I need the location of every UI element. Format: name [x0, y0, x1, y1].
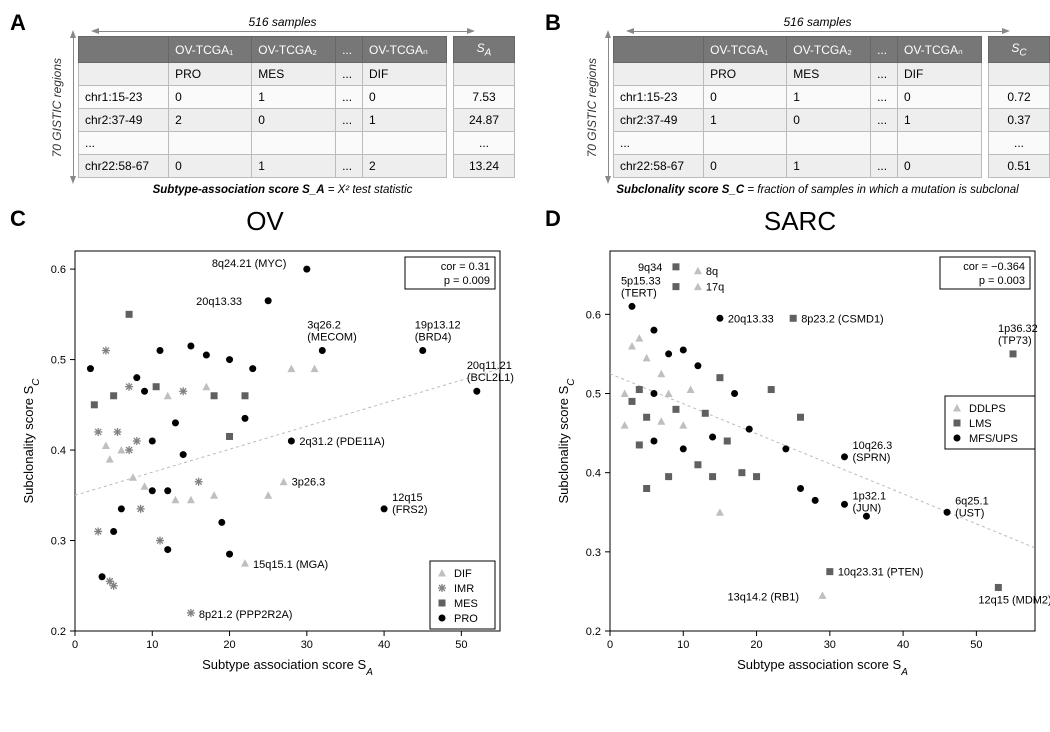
- svg-text:(TP73): (TP73): [998, 335, 1032, 347]
- svg-text:Subtype association score SA: Subtype association score SA: [202, 657, 373, 678]
- caption-a: Subtype-association score S_A = X² test …: [50, 184, 515, 196]
- svg-text:LMS: LMS: [969, 418, 992, 430]
- svg-text:(FRS2): (FRS2): [392, 504, 427, 516]
- panel-c: C OV 0 10 20 30 40 50 0.2 0.3 0.4 0.5 0.6 Subtype a…: [10, 206, 515, 681]
- svg-text:cor = −0.364: cor = −0.364: [963, 261, 1025, 273]
- svg-text:50: 50: [970, 639, 982, 651]
- svg-text:Subclonality score SC: Subclonality score SC: [556, 378, 577, 504]
- v-arrow-icon: [73, 36, 74, 178]
- table-b: OV-TCGA₁OV-TCGA₂...OV-TCGAₙSCPROMES...DI…: [613, 36, 1050, 178]
- svg-text:20q13.33: 20q13.33: [728, 314, 774, 326]
- svg-text:(BCL2L1): (BCL2L1): [467, 373, 514, 385]
- svg-text:30: 30: [301, 639, 313, 651]
- svg-text:20: 20: [223, 639, 235, 651]
- svg-text:8p21.2 (PPP2R2A): 8p21.2 (PPP2R2A): [199, 609, 293, 621]
- svg-text:13q14.2 (RB1): 13q14.2 (RB1): [728, 592, 800, 604]
- svg-text:p = 0.009: p = 0.009: [444, 275, 490, 287]
- scatter-chart-sarc: 0 10 20 30 40 50 0.2 0.3 0.4 0.5 0.6 Subtype associ…: [550, 241, 1050, 681]
- svg-text:9q34: 9q34: [638, 262, 662, 274]
- svg-text:0.6: 0.6: [51, 264, 66, 276]
- h-arrow-icon: [632, 31, 1004, 32]
- svg-text:(UST): (UST): [955, 508, 984, 520]
- svg-text:0.2: 0.2: [586, 626, 601, 638]
- svg-text:cor = 0.31: cor = 0.31: [441, 261, 490, 273]
- svg-text:DDLPS: DDLPS: [969, 403, 1006, 415]
- svg-text:10: 10: [677, 639, 689, 651]
- v-arrow-icon: [608, 36, 609, 178]
- svg-text:0.2: 0.2: [51, 626, 66, 638]
- svg-text:8p23.2 (CSMD1): 8p23.2 (CSMD1): [801, 314, 884, 326]
- svg-text:6q25.1: 6q25.1: [955, 496, 989, 508]
- panel-a-label: A: [10, 10, 26, 36]
- samples-label-b: 516 samples: [585, 15, 1050, 29]
- samples-label-a: 516 samples: [50, 15, 515, 29]
- svg-text:12q15 (MDM2): 12q15 (MDM2): [978, 595, 1050, 607]
- figure: A 516 samples 70 GISTIC regions OV-TCGA₁…: [10, 10, 1040, 681]
- svg-text:Subtype association score SA: Subtype association score SA: [737, 657, 908, 678]
- svg-text:DIF: DIF: [454, 568, 472, 580]
- svg-text:0.3: 0.3: [586, 547, 601, 559]
- svg-text:0.5: 0.5: [586, 389, 601, 401]
- svg-text:19p13.12: 19p13.12: [415, 320, 461, 332]
- svg-text:10q26.3: 10q26.3: [852, 440, 892, 452]
- svg-text:10: 10: [146, 639, 158, 651]
- svg-text:3q26.2: 3q26.2: [307, 320, 341, 332]
- panel-d: D SARC 0 10 20 30 40 50 0.2 0.3 0.4 0.5 0.6 Subtype…: [545, 206, 1050, 681]
- svg-text:40: 40: [897, 639, 909, 651]
- h-arrow-icon: [97, 31, 469, 32]
- panel-a: A 516 samples 70 GISTIC regions OV-TCGA₁…: [10, 10, 515, 196]
- svg-text:(TERT): (TERT): [621, 288, 657, 300]
- svg-text:MES: MES: [454, 598, 478, 610]
- svg-text:12q15: 12q15: [392, 492, 423, 504]
- svg-text:0.5: 0.5: [51, 355, 66, 367]
- svg-text:20q13.33: 20q13.33: [196, 296, 242, 308]
- svg-text:(JUN): (JUN): [852, 503, 881, 515]
- svg-text:PRO: PRO: [454, 613, 478, 625]
- svg-text:0.4: 0.4: [51, 445, 66, 457]
- chart-title-c: OV: [15, 206, 515, 237]
- regions-label-b: 70 GISTIC regions: [585, 58, 599, 157]
- svg-text:(MECOM): (MECOM): [307, 332, 357, 344]
- svg-text:40: 40: [378, 639, 390, 651]
- regions-label-a: 70 GISTIC regions: [50, 58, 64, 157]
- chart-title-d: SARC: [550, 206, 1050, 237]
- svg-text:2q31.2 (PDE11A): 2q31.2 (PDE11A): [299, 436, 384, 448]
- svg-text:0.3: 0.3: [51, 536, 66, 548]
- table-a: OV-TCGA₁OV-TCGA₂...OV-TCGAₙSAPROMES...DI…: [78, 36, 515, 178]
- svg-text:5p15.33: 5p15.33: [621, 276, 661, 288]
- svg-text:Subclonality score SC: Subclonality score SC: [21, 378, 42, 504]
- svg-text:8q24.21 (MYC): 8q24.21 (MYC): [212, 258, 287, 270]
- svg-text:IMR: IMR: [454, 583, 474, 595]
- svg-text:3p26.3: 3p26.3: [292, 477, 326, 489]
- svg-text:10q23.31 (PTEN): 10q23.31 (PTEN): [838, 567, 924, 579]
- svg-text:50: 50: [455, 639, 467, 651]
- svg-text:1p32.1: 1p32.1: [852, 491, 886, 503]
- svg-text:8q: 8q: [706, 266, 718, 278]
- scatter-chart-ov: 0 10 20 30 40 50 0.2 0.3 0.4 0.5 0.6 Subtype associ…: [15, 241, 515, 681]
- panel-b: B 516 samples 70 GISTIC regions OV-TCGA₁…: [545, 10, 1050, 196]
- svg-text:20q11.21: 20q11.21: [467, 361, 512, 373]
- svg-text:(SPRN): (SPRN): [852, 452, 890, 464]
- svg-text:15q15.1 (MGA): 15q15.1 (MGA): [253, 560, 328, 572]
- svg-text:MFS/UPS: MFS/UPS: [969, 433, 1018, 445]
- svg-text:0.6: 0.6: [586, 310, 601, 322]
- svg-text:0: 0: [607, 639, 613, 651]
- svg-text:1p36.32: 1p36.32: [998, 323, 1038, 335]
- svg-text:17q: 17q: [706, 282, 724, 294]
- svg-text:(BRD4): (BRD4): [415, 332, 452, 344]
- panel-d-label: D: [545, 206, 561, 232]
- svg-text:20: 20: [750, 639, 762, 651]
- svg-text:p = 0.003: p = 0.003: [979, 275, 1025, 287]
- panel-c-label: C: [10, 206, 26, 232]
- svg-text:0.4: 0.4: [586, 468, 601, 480]
- svg-text:30: 30: [824, 639, 836, 651]
- svg-text:0: 0: [72, 639, 78, 651]
- panel-b-label: B: [545, 10, 561, 36]
- caption-b: Subclonality score S_C = fraction of sam…: [585, 184, 1050, 196]
